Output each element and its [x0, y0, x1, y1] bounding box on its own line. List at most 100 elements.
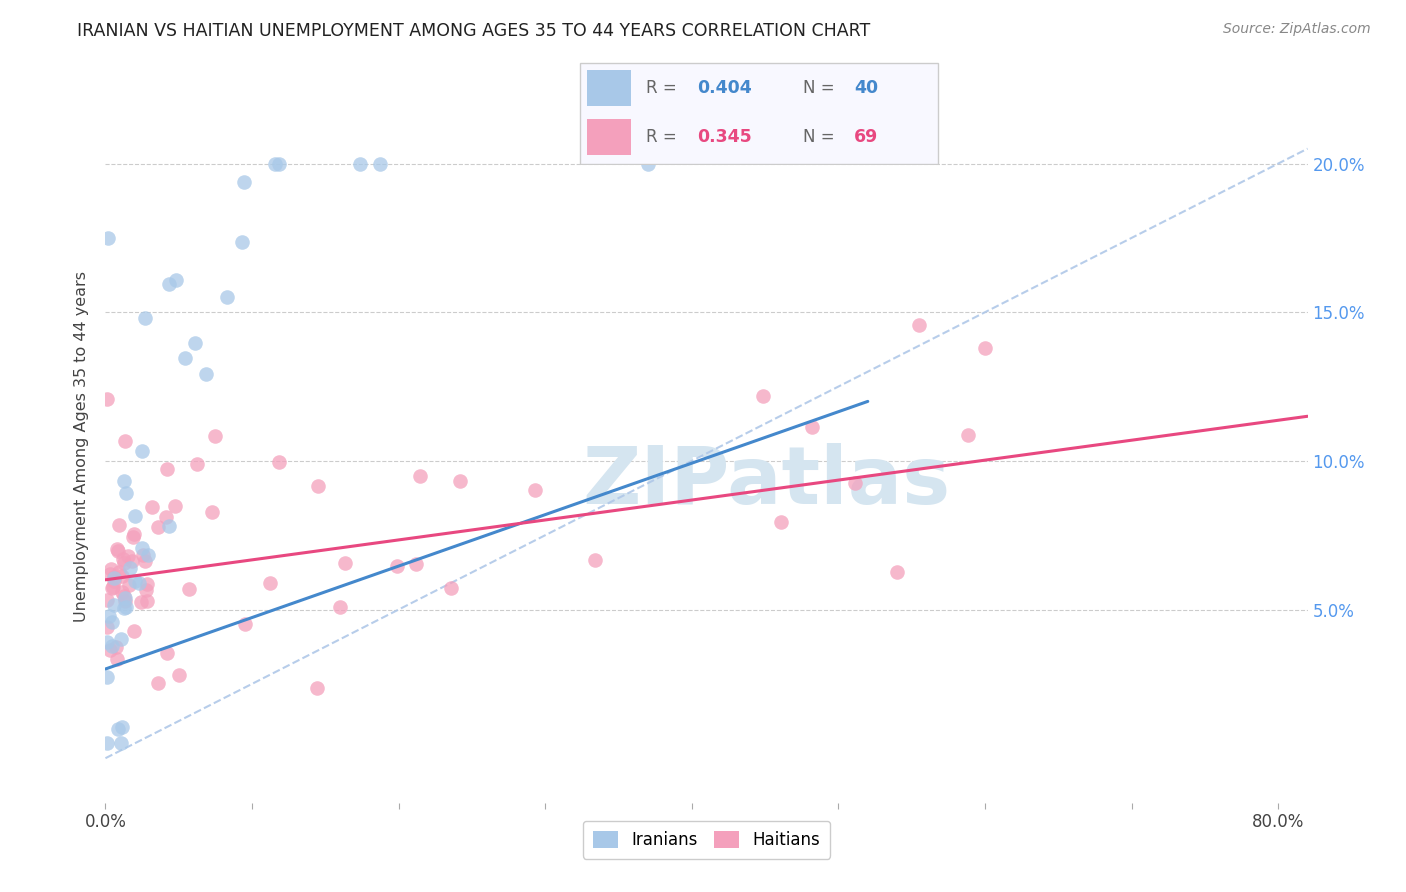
Point: [98, 566, 121, 581]
Point: [449, 474, 471, 488]
Text: 69: 69: [855, 128, 879, 145]
Point: [523, 483, 546, 497]
Text: 40: 40: [855, 78, 879, 96]
Point: [104, 640, 127, 654]
Point: [157, 277, 180, 292]
Point: [146, 676, 169, 690]
Point: [103, 574, 125, 589]
Point: [165, 273, 187, 287]
Point: [118, 578, 141, 592]
Point: [201, 505, 224, 519]
Point: [112, 556, 135, 570]
Point: [267, 156, 290, 170]
Point: [107, 544, 129, 558]
Point: [101, 581, 124, 595]
Point: [111, 552, 134, 566]
Text: N =: N =: [803, 128, 839, 145]
Point: [131, 444, 153, 458]
Point: [131, 541, 153, 555]
Point: [329, 599, 352, 614]
Point: [134, 311, 156, 326]
Point: [96, 620, 118, 634]
Point: [110, 632, 132, 647]
Point: [204, 429, 226, 443]
Point: [112, 474, 135, 488]
Point: [956, 427, 979, 442]
Text: R =: R =: [645, 128, 682, 145]
Text: IRANIAN VS HAITIAN UNEMPLOYMENT AMONG AGES 35 TO 44 YEARS CORRELATION CHART: IRANIAN VS HAITIAN UNEMPLOYMENT AMONG AG…: [77, 22, 870, 40]
Y-axis label: Unemployment Among Ages 35 to 44 years: Unemployment Among Ages 35 to 44 years: [75, 270, 90, 622]
Point: [124, 574, 146, 588]
Text: N =: N =: [803, 78, 839, 96]
Point: [186, 457, 208, 471]
Point: [118, 561, 141, 575]
Point: [267, 455, 290, 469]
Point: [103, 599, 125, 613]
Point: [233, 616, 256, 631]
Point: [108, 518, 131, 533]
Point: [155, 510, 177, 524]
Legend: Iranians, Haitians: Iranians, Haitians: [582, 821, 831, 859]
Point: [233, 176, 256, 190]
Point: [96, 592, 118, 607]
Point: [114, 434, 136, 448]
Point: [801, 420, 824, 434]
Point: [135, 582, 157, 597]
Point: [114, 591, 136, 605]
Point: [101, 580, 124, 594]
Point: [103, 569, 125, 583]
Point: [115, 599, 138, 614]
Point: [157, 519, 180, 533]
Point: [117, 549, 139, 563]
Point: [215, 290, 238, 304]
Point: [163, 500, 186, 514]
Point: [583, 552, 606, 566]
Point: [98, 643, 121, 657]
Point: [305, 681, 328, 695]
Point: [231, 235, 253, 250]
Point: [112, 589, 135, 603]
Point: [103, 571, 125, 585]
Point: [122, 530, 145, 544]
Text: R =: R =: [645, 78, 682, 96]
Point: [96, 635, 118, 649]
Point: [96, 231, 118, 245]
Point: [752, 389, 775, 403]
Point: [121, 554, 143, 568]
Point: [110, 735, 132, 749]
FancyBboxPatch shape: [581, 63, 938, 164]
Point: [179, 582, 201, 597]
Point: [100, 562, 122, 576]
Point: [387, 558, 409, 573]
Text: ZIPatlas: ZIPatlas: [582, 442, 950, 521]
Point: [440, 581, 463, 595]
Point: [156, 646, 179, 660]
Point: [111, 585, 134, 599]
Point: [195, 367, 218, 381]
Point: [637, 156, 659, 170]
Point: [114, 594, 136, 608]
Point: [101, 615, 124, 630]
Point: [107, 565, 129, 579]
Point: [134, 554, 156, 568]
Point: [886, 565, 908, 579]
Point: [349, 156, 371, 170]
Point: [907, 318, 929, 333]
Point: [111, 720, 134, 734]
Point: [974, 341, 997, 355]
Point: [129, 595, 152, 609]
Point: [409, 468, 432, 483]
Point: [96, 392, 118, 406]
Text: Source: ZipAtlas.com: Source: ZipAtlas.com: [1223, 22, 1371, 37]
Point: [405, 557, 427, 571]
Point: [112, 601, 135, 615]
Point: [156, 462, 179, 476]
Point: [167, 668, 190, 682]
Text: 0.345: 0.345: [697, 128, 752, 145]
Point: [105, 652, 128, 666]
Point: [105, 541, 128, 556]
Point: [263, 156, 285, 170]
Point: [111, 569, 134, 583]
Point: [141, 500, 163, 514]
Point: [844, 476, 866, 491]
